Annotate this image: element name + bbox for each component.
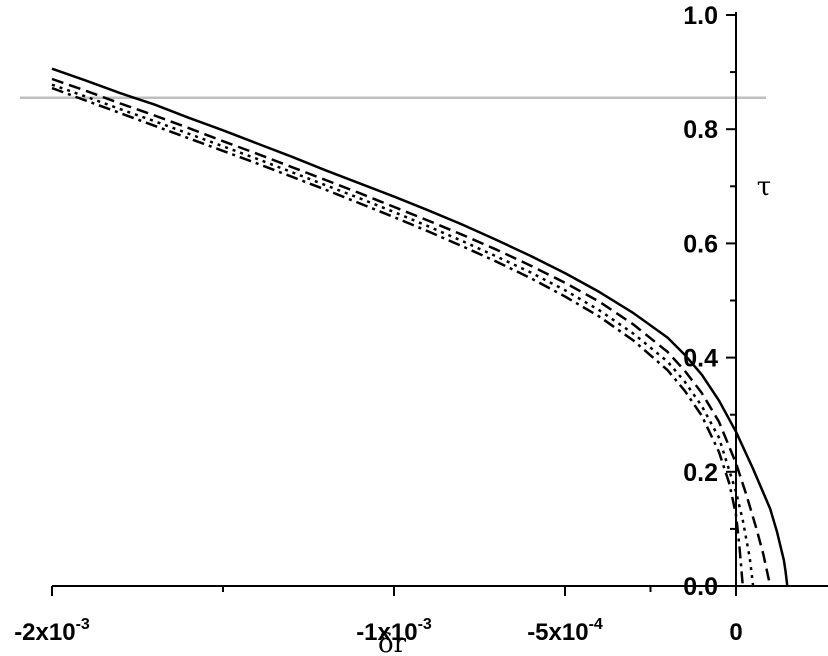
y-tick-label: 0.8 bbox=[683, 116, 718, 144]
tick-labels: -2x10-3 -1x10-3 -5x10-4 00.00.20.40.60.81.0 bbox=[14, 2, 742, 646]
x-tick-label-exponent: -3 bbox=[418, 616, 432, 633]
x-tick-label-base: 0 bbox=[729, 619, 742, 646]
series-line-dash-dot bbox=[51, 86, 745, 587]
x-tick-label: -2x10-3 bbox=[14, 616, 90, 646]
x-axis-label: δr bbox=[378, 629, 407, 656]
x-tick-label: -5x10-4 bbox=[527, 616, 603, 646]
y-tick-label: 0.2 bbox=[683, 459, 718, 487]
x-tick-label-base: -1x10 bbox=[356, 619, 417, 646]
series-line-dashed bbox=[51, 77, 772, 587]
series-lines bbox=[51, 67, 789, 587]
y-tick-label: 1.0 bbox=[683, 2, 718, 30]
y-axis-label: τ bbox=[757, 172, 771, 202]
x-tick-label: 0 bbox=[729, 619, 742, 646]
tick-marks bbox=[51, 14, 737, 596]
x-tick-label-base: -2x10 bbox=[14, 619, 75, 646]
y-tick-label: 0.0 bbox=[683, 573, 718, 601]
x-tick-label-exponent: -3 bbox=[76, 616, 90, 633]
series-line-solid bbox=[51, 67, 789, 587]
x-tick-label-exponent: -4 bbox=[589, 616, 603, 633]
x-tick-label: -1x10-3 bbox=[356, 616, 432, 646]
series-line-dotted bbox=[51, 83, 755, 587]
x-tick-label-base: -5x10 bbox=[527, 619, 588, 646]
y-tick-label: 0.6 bbox=[683, 230, 718, 258]
